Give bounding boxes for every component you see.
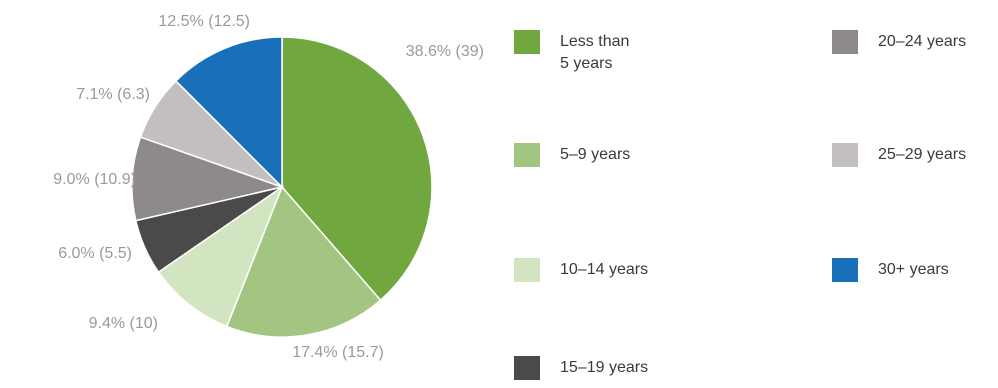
legend-label-30-years: 30+ years — [878, 261, 949, 278]
slice-value-label-25-29-years: 7.1% (6.3) — [76, 86, 150, 103]
pie-slice-30-years — [174, 36, 283, 189]
pie-slice-less-than-5-years — [281, 36, 433, 302]
legend: Less than 5 years 5–9 years 10–14 years 15–1… — [514, 30, 966, 380]
slice-value-label-5-9-years: 17.4% (15.7) — [292, 344, 384, 361]
pie-slice-10-14-years — [157, 184, 284, 328]
slice-value-label-10-14-years: 9.4% (10) — [89, 315, 158, 332]
pie-slice-20-24-years — [131, 136, 285, 222]
legend-swatch-less-than-5-years — [514, 30, 540, 54]
slice-value-label-30-years: 12.5% (12.5) — [158, 13, 250, 30]
legend-label-20-24-years: 20–24 years — [878, 33, 966, 50]
legend-label-less-than-5-years: Less than 5 years — [560, 33, 629, 72]
legend-swatch-10-14-years — [514, 258, 540, 282]
legend-label-25-29-years: 25–29 years — [878, 146, 966, 163]
legend-swatch-5-9-years — [514, 143, 540, 167]
pie-slice-5-9-years — [225, 185, 382, 338]
slice-value-label-15-19-years: 6.0% (5.5) — [58, 245, 132, 262]
slice-value-label-less-than-5-years: 38.6% (39) — [406, 43, 484, 60]
slice-value-label-20-24-years: 9.0% (10.9) — [53, 171, 136, 188]
legend-swatch-25-29-years — [832, 143, 858, 167]
pie-slices — [131, 36, 433, 338]
legend-label-10-14-years: 10–14 years — [560, 261, 648, 278]
legend-swatch-15-19-years — [514, 356, 540, 380]
legend-swatch-30-years — [832, 258, 858, 282]
legend-label-5-9-years: 5–9 years — [560, 146, 630, 163]
pie-slice-labels: 38.6% (39) 17.4% (15.7) 9.4% (10) 6.0% (5.5… — [53, 13, 484, 361]
legend-swatch-20-24-years — [832, 30, 858, 54]
legend-label-15-19-years: 15–19 years — [560, 359, 648, 376]
